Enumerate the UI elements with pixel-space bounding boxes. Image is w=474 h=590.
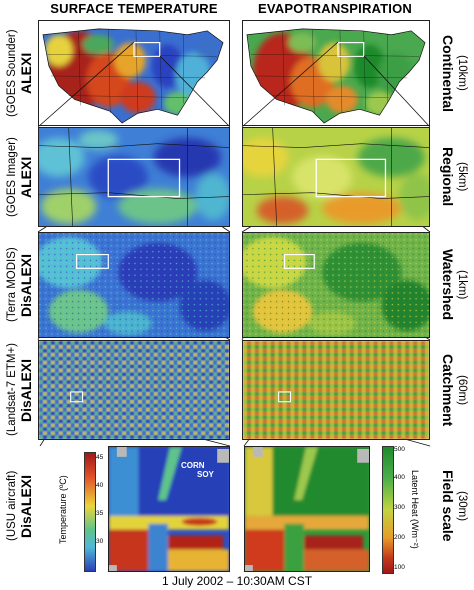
resolution-label: (10km) (456, 55, 468, 91)
resolution-label: (1km) (456, 270, 468, 300)
regional-zoom-box (315, 158, 387, 198)
catchment-temperature-map (38, 340, 230, 440)
temp-tick-40: 40 (96, 482, 104, 489)
row-label-regional-scale: Regional (5km) (434, 127, 474, 227)
latent-tick-500: 500 (394, 446, 405, 453)
catchment-zoom-box (70, 391, 84, 403)
scale-label: Continental (440, 34, 456, 112)
temp-tick-35: 35 (96, 510, 104, 517)
catchment-et-map (242, 340, 430, 440)
continental-temperature-map (38, 20, 230, 126)
temperature-colorbar-label-wrap: Temperature (ºC) (58, 454, 70, 566)
row-label-continental-scale: Continental (10km) (434, 20, 474, 126)
row-label-watershed-scale: Watershed (1km) (434, 232, 474, 338)
latent-heat-colorbar (382, 446, 394, 574)
temperature-colorbar-label: Temperature (ºC) (58, 475, 68, 545)
resolution-label: (5km) (456, 162, 468, 192)
watershed-zoom-box (283, 253, 315, 269)
resolution-label: (60m) (456, 374, 468, 406)
watershed-zoom-box (76, 253, 109, 269)
scale-label: Regional (440, 147, 456, 207)
catchment-zoom-box (278, 391, 292, 403)
regional-zoom-box (107, 158, 181, 198)
field-et-map (244, 446, 370, 572)
row-label-catchment-scale: Catchment (60m) (434, 340, 474, 440)
continental-et-map (242, 20, 430, 126)
temperature-colorbar (84, 452, 96, 572)
row-label-field-scale: Field scale (30m) (434, 446, 474, 566)
latent-tick-200: 200 (394, 534, 405, 541)
corn-field-label: CORN (181, 461, 205, 470)
surface-temperature-header: SURFACE TEMPERATURE (50, 1, 218, 16)
latent-tick-100: 100 (394, 564, 405, 571)
field-temperature-map: CORN SOY (108, 446, 230, 572)
scale-label: Catchment (440, 353, 456, 427)
latent-tick-400: 400 (394, 474, 405, 481)
temp-tick-45: 45 (96, 454, 104, 461)
continental-zoom-box (133, 41, 161, 57)
footer-timestamp: 1 July 2002 – 10:30AM CST (161, 574, 313, 588)
scale-label: Watershed (440, 249, 456, 321)
latent-tick-300: 300 (394, 504, 405, 511)
resolution-label: (30m) (456, 490, 468, 522)
continental-zoom-box (337, 41, 365, 57)
latent-colorbar-label-wrap: Latent Heat (Wm⁻²) (410, 446, 424, 572)
watershed-temperature-map (38, 232, 230, 338)
latent-colorbar-label: Latent Heat (Wm⁻²) (410, 469, 420, 549)
scale-label: Field scale (440, 470, 456, 542)
regional-et-map (242, 127, 430, 227)
watershed-et-map (242, 232, 430, 338)
evapotranspiration-header: EVAPOTRANSPIRATION (257, 1, 413, 16)
regional-temperature-map (38, 127, 230, 227)
temp-tick-30: 30 (96, 538, 104, 545)
soy-field-label: SOY (197, 470, 214, 479)
